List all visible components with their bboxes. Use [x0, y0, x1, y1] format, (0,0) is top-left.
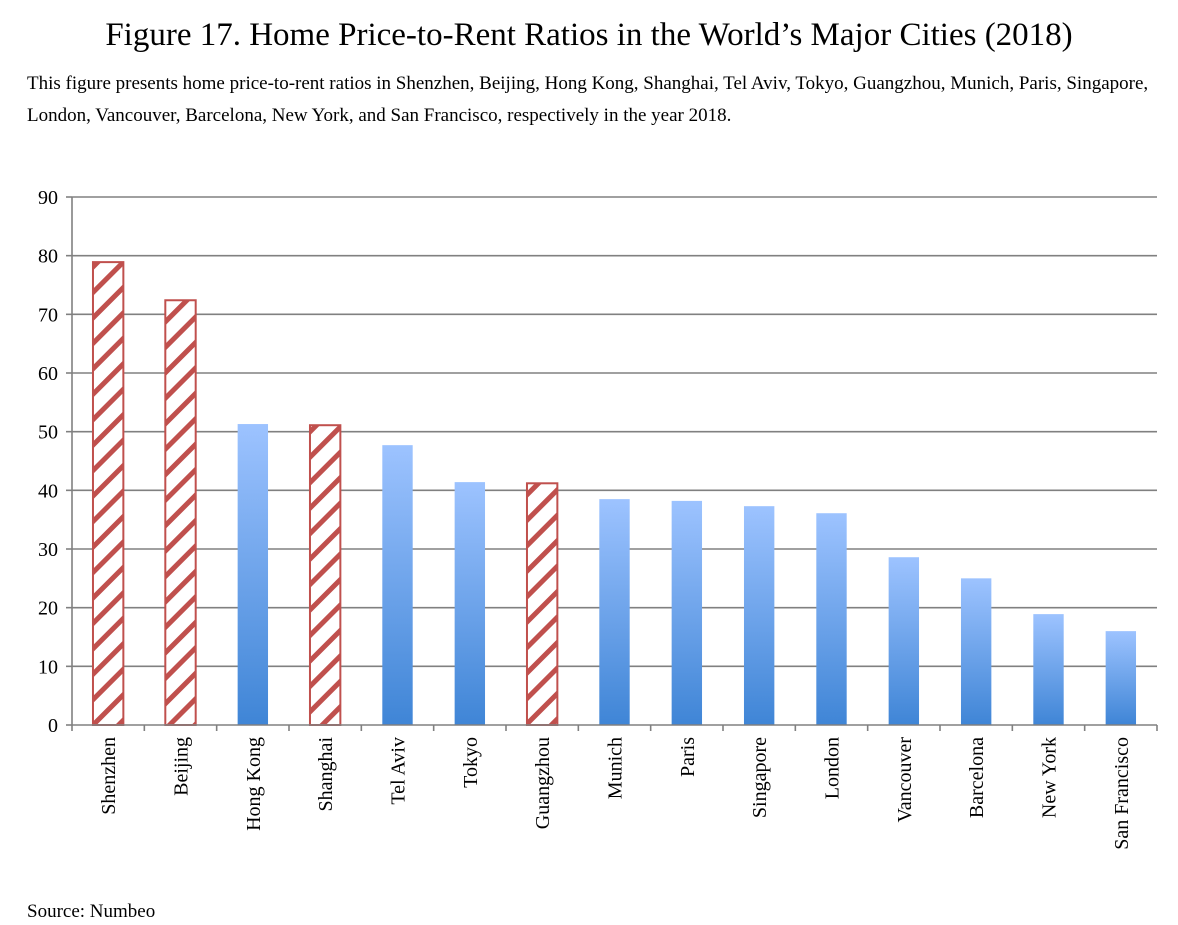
bar-barcelona [960, 578, 992, 725]
x-tick-label: Shanghai [315, 737, 337, 812]
bar-singapore [743, 506, 775, 725]
bar-guangzhou [525, 482, 559, 726]
x-tick-label: Singapore [749, 737, 771, 818]
y-tick-label: 80 [38, 246, 58, 268]
y-tick-label: 40 [38, 480, 58, 502]
x-tick-label: Tokyo [460, 737, 482, 788]
bar-munich [599, 499, 630, 725]
y-tick-label: 30 [38, 539, 58, 561]
x-tick-label: San Francisco [1111, 737, 1133, 850]
y-tick-label: 70 [38, 304, 58, 326]
x-tick-label: London [822, 737, 844, 799]
x-tick-label: Vancouver [894, 737, 916, 823]
y-tick-label: 0 [48, 715, 58, 737]
figure-description: This figure presents home price-to-rent … [27, 73, 1149, 126]
bar-shenzhen [91, 261, 125, 726]
axes [66, 196, 1158, 731]
y-tick-label: 20 [38, 598, 58, 620]
bar-hong-kong [237, 424, 269, 725]
bar-beijing [164, 299, 197, 726]
bar-tel-aviv [382, 445, 413, 725]
bar-new-york [1033, 614, 1064, 725]
bar-shanghai [308, 424, 342, 726]
x-tick-label: Hong Kong [243, 737, 265, 831]
x-tick-label: Beijing [171, 737, 193, 796]
y-tick-label: 90 [38, 187, 58, 209]
bar-san-francisco [1105, 631, 1137, 725]
y-tick-label: 50 [38, 422, 58, 444]
x-tick-label: Shenzhen [98, 737, 120, 815]
bar-london [816, 513, 847, 725]
x-tick-label: Paris [677, 737, 699, 777]
bar-vancouver [888, 557, 920, 725]
bar-tokyo [454, 482, 486, 725]
source-note: Source: Numbeo [27, 901, 156, 922]
bar-paris [671, 500, 703, 725]
y-tick-label: 60 [38, 363, 58, 385]
tick-labels: 0 10 20 30 40 50 60 70 80 90 Shenzhen Beijing Hong K… [38, 187, 1133, 850]
y-tick-label: 10 [38, 656, 58, 678]
x-tick-label: Guangzhou [532, 737, 554, 829]
x-tick-label: Tel Aviv [388, 737, 410, 805]
x-tick-label: New York [1039, 737, 1061, 818]
figure-title: Figure 17. Home Price-to-Rent Ratios in … [105, 17, 1073, 53]
bars [91, 261, 1137, 726]
x-tick-label: Barcelona [966, 737, 988, 818]
x-tick-label: Munich [605, 737, 627, 799]
